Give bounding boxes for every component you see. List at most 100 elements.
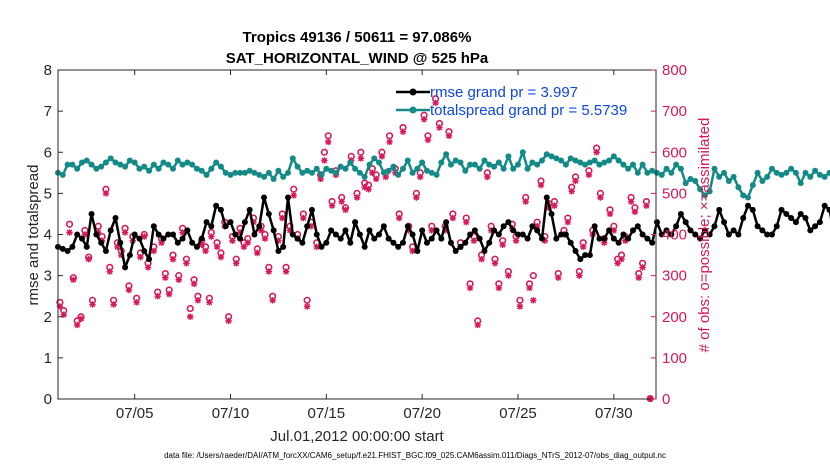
obs-assimilated-marker xyxy=(568,188,575,195)
obs-assimilated-marker xyxy=(257,227,265,234)
totalspread-point xyxy=(596,161,603,168)
rmse-point xyxy=(347,239,354,246)
rmse-point xyxy=(586,252,593,259)
rmse-point xyxy=(711,223,718,230)
obs-assimilated-marker xyxy=(495,284,503,292)
totalspread-point xyxy=(725,178,732,185)
obs-assimilated-marker xyxy=(353,194,361,201)
totalspread-point xyxy=(768,165,775,172)
totalspread-point xyxy=(673,161,680,168)
obs-assimilated-marker xyxy=(77,315,85,323)
rmse-point xyxy=(447,239,454,246)
totalspread-point xyxy=(213,159,220,166)
totalspread-point xyxy=(222,169,229,176)
totalspread-point xyxy=(64,161,71,168)
rmse-point xyxy=(78,235,85,242)
obs-assimilated-marker xyxy=(372,175,380,183)
obs-assimilated-marker xyxy=(585,171,593,179)
rmse-point xyxy=(131,231,138,238)
totalspread-point xyxy=(778,171,785,178)
totalspread-point xyxy=(376,159,383,166)
totalspread-point xyxy=(141,163,148,170)
totalspread-point xyxy=(299,169,306,176)
obs-assimilated-marker xyxy=(206,299,213,306)
obs-assimilated-marker xyxy=(386,138,393,146)
rmse-point xyxy=(481,247,488,254)
rmse-point xyxy=(428,235,435,242)
totalspread-point xyxy=(280,173,287,180)
rmse-point xyxy=(562,231,569,238)
obs-assimilated-marker xyxy=(56,303,64,310)
rmse-point xyxy=(730,227,737,234)
totalspread-point xyxy=(155,165,162,172)
totalspread-point xyxy=(649,167,656,174)
rmse-point xyxy=(256,223,263,230)
rmse-point xyxy=(735,231,742,238)
totalspread-point xyxy=(261,173,268,180)
y-left-tick-label: 3 xyxy=(44,268,52,285)
y-axis-right-label: # of obs: o=possible; ×=assimilated xyxy=(696,118,713,353)
obs-assimilated-marker xyxy=(474,321,481,329)
totalspread-point xyxy=(821,173,828,180)
totalspread-point xyxy=(716,173,723,180)
rmse-point xyxy=(227,219,234,226)
rmse-point xyxy=(462,239,469,246)
rmse-point xyxy=(213,202,220,209)
totalspread-point xyxy=(500,165,507,172)
rmse-point xyxy=(668,231,675,238)
y-left-tick-label: 7 xyxy=(44,103,52,120)
rmse-point xyxy=(265,210,272,217)
totalspread-point xyxy=(802,169,809,176)
totalspread-point xyxy=(682,180,689,187)
totalspread-point xyxy=(203,171,210,178)
totalspread-point xyxy=(423,167,430,174)
rmse-point xyxy=(443,219,450,226)
totalspread-point xyxy=(467,161,474,168)
rmse-point xyxy=(107,227,114,234)
rmse-point xyxy=(582,252,589,259)
rmse-point xyxy=(740,215,747,222)
totalspread-point xyxy=(481,157,488,164)
obs-assimilated-marker xyxy=(622,237,629,244)
y-left-tick-label: 6 xyxy=(44,144,52,161)
obs-assimilated-marker xyxy=(303,303,311,310)
y-right-tick-label: 0 xyxy=(662,391,670,408)
totalspread-point xyxy=(653,169,660,176)
rmse-point xyxy=(538,235,545,242)
totalspread-point xyxy=(136,165,143,172)
obs-assimilated-marker xyxy=(236,229,244,236)
totalspread-point xyxy=(754,169,761,176)
totalspread-point xyxy=(179,161,186,168)
rmse-point xyxy=(773,223,780,230)
totalspread-point xyxy=(706,188,713,195)
rmse-point xyxy=(519,231,526,238)
totalspread-point xyxy=(524,165,531,172)
totalspread-point xyxy=(347,159,354,166)
rmse-point xyxy=(500,223,507,230)
obs-assimilated-marker xyxy=(463,218,470,226)
rmse-point xyxy=(515,231,521,238)
totalspread-point xyxy=(773,169,780,176)
obs-assimilated-marker xyxy=(183,260,190,267)
rmse-point xyxy=(792,219,799,226)
totalspread-point xyxy=(170,165,176,172)
obs-assimilated-marker xyxy=(491,260,499,267)
obs-assimilated-marker xyxy=(424,136,432,144)
totalspread-point xyxy=(323,165,330,172)
rmse-point xyxy=(59,245,66,252)
rmse-point xyxy=(332,231,339,238)
rmse-point xyxy=(630,227,636,234)
obs-assimilated-marker xyxy=(114,243,121,251)
rmse-point xyxy=(476,235,483,242)
totalspread-point xyxy=(749,182,756,189)
rmse-point xyxy=(677,210,684,217)
obs-assimilated-marker xyxy=(516,303,524,310)
obs-assimilated-marker xyxy=(399,128,407,135)
totalspread-point xyxy=(491,163,498,170)
obs-assimilated-marker xyxy=(576,272,583,279)
x-tick-label: 07/10 xyxy=(212,405,250,422)
totalspread-point xyxy=(534,161,541,168)
totalspread-point xyxy=(227,171,234,178)
obs-assimilated-marker xyxy=(409,247,416,255)
y-right-tick-label: 800 xyxy=(662,62,687,79)
